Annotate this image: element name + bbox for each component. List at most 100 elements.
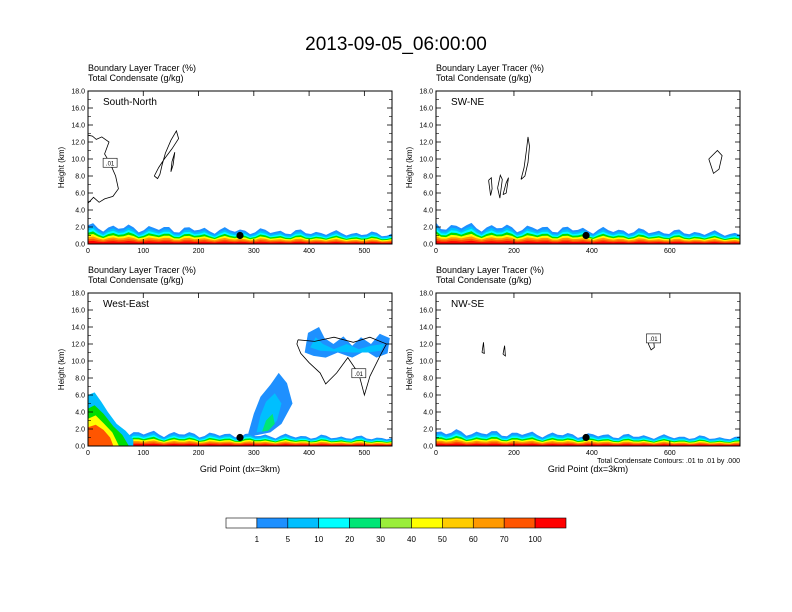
- updraft-plume-2: [262, 413, 275, 432]
- colorbar-box-6: [411, 517, 443, 529]
- y-tick-label: 16.0: [71, 308, 85, 315]
- x-tick-label: 400: [303, 450, 315, 457]
- x-tick-label: 200: [508, 450, 520, 457]
- y-tick-label: 0.0: [423, 242, 433, 249]
- y-tick-label: 18.0: [71, 89, 85, 96]
- x-tick-label: 200: [508, 248, 520, 255]
- contour-label-box: [351, 368, 367, 379]
- y-tick-label: 8.0: [423, 376, 433, 383]
- condensate-contour-2: [502, 345, 506, 357]
- contour-label-box: [102, 157, 118, 168]
- x-tick-label-zero: 0: [434, 248, 438, 255]
- colorbar-box-7: [442, 517, 474, 529]
- y-axis-label: Height (km): [57, 348, 66, 390]
- y-tick-label: 2.0: [423, 427, 433, 434]
- colorbar-label: 1: [255, 535, 260, 544]
- y-axis-label: Height (km): [57, 146, 66, 188]
- contour-label: .01: [355, 372, 364, 378]
- y-tick-label: 4.0: [423, 410, 433, 417]
- y-tick-label: 10.0: [419, 157, 433, 164]
- y-tick-label: 14.0: [71, 325, 85, 332]
- panel-title-tracer: Boundary Layer Tracer (%): [88, 63, 196, 73]
- plot-frame: [435, 292, 741, 447]
- condensate-contour-1: [481, 342, 485, 355]
- panel-title-condensate: Total Condensate (g/kg): [88, 73, 184, 83]
- contour-label: .01: [649, 337, 658, 343]
- colorbar-box-9: [503, 517, 536, 529]
- updraft-plume-1: [256, 393, 282, 433]
- panels: Boundary Layer Tracer (%)Total Condensat…: [57, 63, 741, 474]
- y-tick-label: 12.0: [71, 342, 85, 349]
- x-tick-label-zero: 0: [434, 450, 438, 457]
- colorbar-label: 40: [407, 535, 416, 544]
- condensate-contour-4: [708, 149, 723, 175]
- y-tick-label: 0.0: [423, 444, 433, 451]
- x-tick-label: 400: [586, 450, 598, 457]
- contour-label-box: [646, 333, 661, 344]
- x-tick-label: 300: [248, 248, 260, 255]
- tracer-layer-7: [436, 240, 740, 244]
- location-marker: [236, 433, 244, 442]
- y-tick-label: 18.0: [419, 89, 433, 96]
- colorbar-box-10: [534, 517, 567, 529]
- x-tick-label: 200: [193, 248, 205, 255]
- colorbar-label: 50: [438, 535, 447, 544]
- x-axis-label: Grid Point (dx=3km): [200, 464, 280, 474]
- y-tick-label: 6.0: [75, 191, 85, 198]
- condensate-contour-0: [520, 136, 530, 180]
- panel-title-tracer: Boundary Layer Tracer (%): [436, 265, 544, 275]
- colorbar-label: 30: [376, 535, 385, 544]
- y-tick-label: 4.0: [75, 410, 85, 417]
- x-tick-label: 600: [664, 450, 676, 457]
- y-tick-label: 4.0: [75, 208, 85, 215]
- panel-title-condensate: Total Condensate (g/kg): [436, 73, 532, 83]
- condensate-contour-1: [488, 176, 493, 196]
- location-marker: [582, 231, 590, 240]
- panel-title-tracer: Boundary Layer Tracer (%): [436, 63, 544, 73]
- filled-field: [436, 136, 740, 244]
- chart-panel-0: Boundary Layer Tracer (%)Total Condensat…: [57, 63, 393, 255]
- x-tick-label: 100: [137, 248, 149, 255]
- y-tick-label: 10.0: [71, 157, 85, 164]
- x-tick-label: 400: [303, 248, 315, 255]
- tracer-layer-7: [88, 443, 392, 446]
- tracer-layer-7: [88, 240, 392, 244]
- colorbar-box-4: [349, 517, 381, 529]
- condensate-contour-0: [296, 336, 388, 397]
- y-tick-label: 0.0: [75, 444, 85, 451]
- condensate-contour-1: [153, 129, 180, 180]
- y-tick-label: 2.0: [75, 225, 85, 232]
- x-tick-label-zero: 0: [86, 450, 90, 457]
- x-tick-label: 500: [359, 248, 371, 255]
- anvil-cloud-1: [310, 337, 385, 353]
- contour-note: Total Condensate Contours: .01 to .01 by…: [597, 458, 740, 465]
- filled-field: [436, 336, 740, 446]
- y-tick-label: 12.0: [419, 342, 433, 349]
- y-tick-label: 12.0: [71, 140, 85, 147]
- location-marker: [582, 433, 590, 442]
- panel-name: South-North: [103, 97, 157, 108]
- y-tick-label: 0.0: [75, 242, 85, 249]
- x-tick-label: 200: [193, 450, 205, 457]
- y-tick-label: 16.0: [71, 106, 85, 113]
- x-tick-label: 600: [664, 248, 676, 255]
- y-tick-label: 18.0: [71, 291, 85, 298]
- y-tick-label: 6.0: [423, 191, 433, 198]
- y-tick-label: 14.0: [419, 325, 433, 332]
- y-tick-label: 6.0: [75, 393, 85, 400]
- colorbar-box-5: [380, 517, 412, 529]
- y-tick-label: 14.0: [71, 123, 85, 130]
- location-marker: [236, 231, 244, 240]
- x-tick-label: 400: [586, 248, 598, 255]
- surface-plume-3: [88, 424, 114, 446]
- y-tick-label: 10.0: [71, 359, 85, 366]
- filled-field: [88, 327, 392, 446]
- y-tick-label: 4.0: [423, 208, 433, 215]
- plot-frame: [435, 90, 741, 245]
- panel-name: SW-NE: [451, 97, 484, 108]
- colorbar-box-1: [256, 517, 289, 529]
- condensate-contour-0: [88, 134, 119, 204]
- y-tick-label: 8.0: [75, 174, 85, 181]
- tracer-layer-7: [436, 443, 740, 446]
